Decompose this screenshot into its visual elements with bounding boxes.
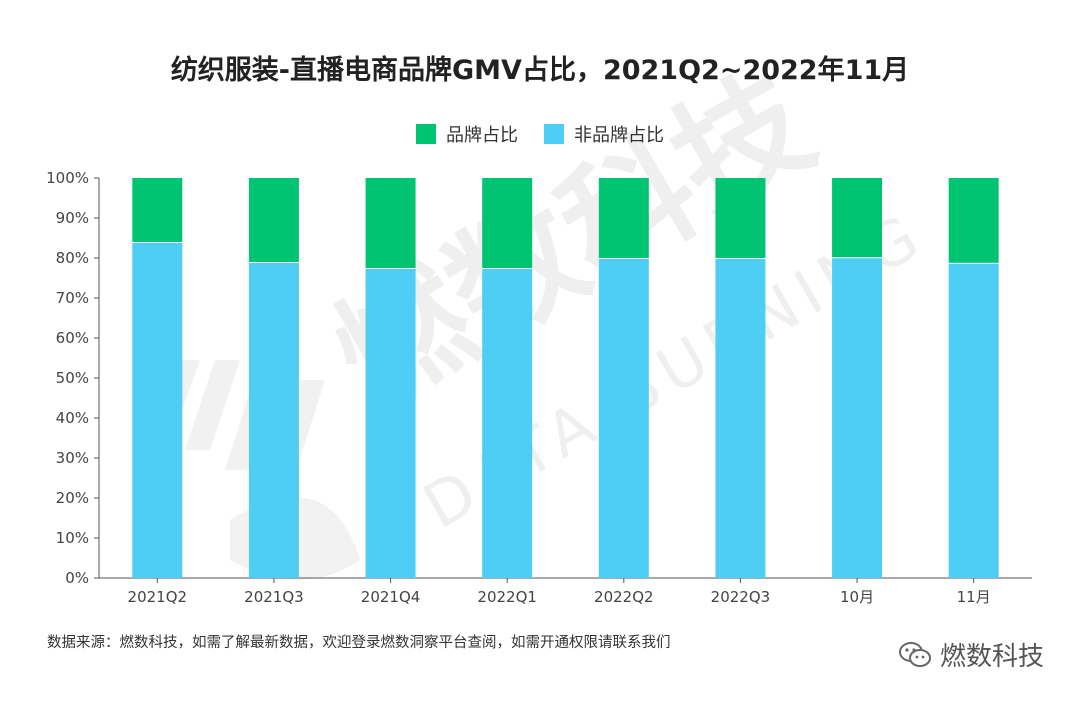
bar-nonbrand [248,262,299,578]
brand-mark: 燃数科技 [898,636,1044,673]
bars-layer [132,178,999,578]
bar-brand [598,178,649,258]
legend-label-nonbrand: 非品牌占比 [574,125,664,146]
y-tick-label: 90% [56,209,89,227]
legend-item-nonbrand: 非品牌占比 [544,121,664,147]
x-tick-label: 2021Q4 [361,588,421,606]
y-tick-label: 30% [56,449,89,467]
axis-layer [94,177,1032,583]
x-tick-label: 2022Q2 [594,588,654,606]
y-tick-label: 100% [46,169,89,187]
bar-brand [715,178,766,258]
bar-brand [832,178,883,258]
bar-nonbrand [948,262,999,578]
x-tick-label: 2021Q3 [244,588,304,606]
y-tick-label: 0% [65,569,89,587]
y-tick-label: 80% [56,249,89,267]
legend-label-brand: 品牌占比 [446,125,518,146]
wechat-icon [898,641,931,667]
source-note: 数据来源：燃数科技，如需了解最新数据，欢迎登录燃数洞察平台查阅，如需开通权限请联… [47,635,671,651]
chart-title: 纺织服装-直播电商品牌GMV占比，2021Q2~2022年11月 [170,55,910,86]
bar-nonbrand [832,257,883,578]
y-tick-label: 50% [56,369,89,387]
x-tick-label: 10月 [840,588,874,606]
brand-name: 燃数科技 [939,642,1044,672]
legend-swatch-brand [416,124,436,144]
y-tick-label: 20% [56,489,89,507]
bar-brand [948,178,999,263]
bar-brand [482,178,533,268]
bar-nonbrand [482,268,533,578]
bar-nonbrand [715,258,766,578]
bar-nonbrand [365,268,416,578]
x-tick-label: 11月 [957,588,991,606]
bar-brand [365,178,416,268]
y-tick-label: 60% [56,329,89,347]
bar-nonbrand [132,242,183,578]
legend-item-brand: 品牌占比 [416,121,518,147]
y-tick-label: 10% [56,529,89,547]
labels-layer: 0% 10% 20% 30% 40% 50% 60% 70% 80% 90% 100% 2021Q2 2… [46,169,991,606]
legend: 品牌占比 非品牌占比 [0,121,1080,147]
legend-swatch-nonbrand [544,124,564,144]
x-tick-label: 2021Q2 [128,588,188,606]
bar-nonbrand [598,258,649,578]
x-tick-label: 2022Q1 [477,588,537,606]
bar-brand [248,178,299,262]
x-tick-label: 2022Q3 [711,588,771,606]
bar-brand [132,178,183,242]
y-tick-label: 40% [56,409,89,427]
y-tick-label: 70% [56,289,89,307]
